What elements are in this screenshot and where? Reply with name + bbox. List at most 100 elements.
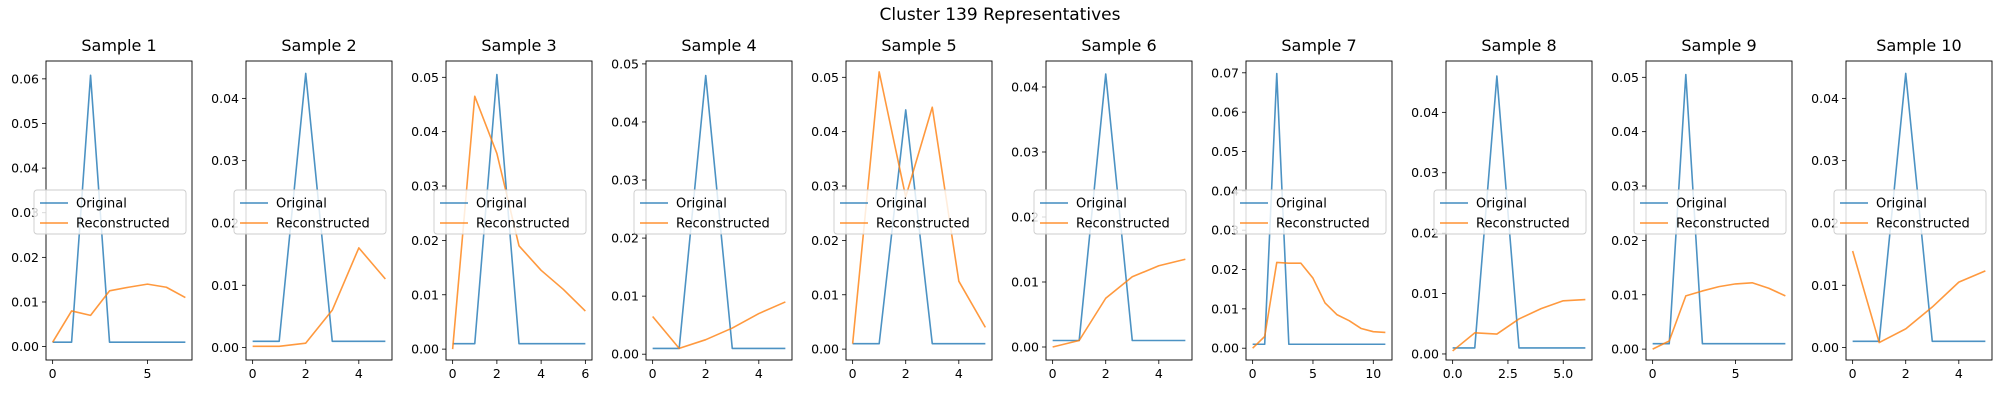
x-tick-label: 2 <box>1102 366 1110 381</box>
subplot-2: Sample 2 0.00 0.01 0.02 0.03 0.04 0 2 4 Original R… <box>211 36 393 381</box>
series-line-original <box>1652 73 1786 345</box>
y-tick-label: 0.01 <box>1411 286 1439 301</box>
legend-label: Reconstructed <box>1876 217 1970 232</box>
x-tick-label: 0 <box>1849 366 1857 381</box>
y-tick-label: 0.01 <box>1811 278 1839 293</box>
subplot-title: Sample 6 <box>1081 36 1156 55</box>
legend-box <box>33 189 187 235</box>
y-tick-label: 0.04 <box>411 124 439 139</box>
y-tick-label: 0.00 <box>11 339 39 354</box>
y-tick-label: 0.03 <box>1011 145 1039 160</box>
subplot-6: Sample 6 0.00 0.01 0.02 0.03 0.04 0 2 4 Original R… <box>1011 36 1193 381</box>
y-tick-label: 0.01 <box>211 278 239 293</box>
x-tick-label: 10 <box>1365 366 1381 381</box>
y-tick-label: 0.04 <box>1411 105 1439 120</box>
y-tick-label: 0.04 <box>811 124 839 139</box>
legend: Original Reconstructed <box>833 189 987 235</box>
y-tick-label: 0.04 <box>11 161 39 176</box>
legend-label: Original <box>1876 197 1927 212</box>
y-tick-label: 0.06 <box>11 71 39 86</box>
x-tick-label: 2 <box>302 366 310 381</box>
subplot-title: Sample 9 <box>1681 36 1756 55</box>
legend: Original Reconstructed <box>33 189 187 235</box>
x-tick-label: 0 <box>1249 366 1257 381</box>
y-tick-label: 0.05 <box>1211 144 1239 159</box>
series-line-reconstructed <box>652 301 786 350</box>
subplot-title: Sample 5 <box>881 36 956 55</box>
y-tick-label: 0.02 <box>1011 210 1039 225</box>
y-tick-label: 0.02 <box>1811 215 1839 230</box>
x-tick-label: 4 <box>1155 366 1163 381</box>
y-tick-label: 0.02 <box>1611 233 1639 248</box>
legend-box <box>1833 189 1987 235</box>
y-tick-label: 0.01 <box>1211 301 1239 316</box>
subplot-title: Sample 10 <box>1876 36 1961 55</box>
x-tick-label: 0 <box>649 366 657 381</box>
subplot-10: Sample 10 0.00 0.01 0.02 0.03 0.04 0 2 4 Original… <box>1811 36 1993 381</box>
y-tick-label: 0.00 <box>1811 340 1839 355</box>
x-tick-label: 0 <box>849 366 857 381</box>
y-tick-label: 0.04 <box>1611 124 1639 139</box>
y-tick-label: 0.05 <box>811 70 839 85</box>
subplot-4: Sample 4 0.00 0.01 0.02 0.03 0.04 0.05 0 2 4 Origi… <box>611 36 793 381</box>
y-tick-label: 0.02 <box>411 233 439 248</box>
legend: Original Reconstructed <box>1633 189 1787 235</box>
x-tick-label: 5 <box>1732 366 1740 381</box>
x-tick-label: 2 <box>1902 366 1910 381</box>
y-tick-label: 0.00 <box>411 342 439 357</box>
y-tick-label: 0.02 <box>1411 226 1439 241</box>
figure-title: Cluster 139 Representatives <box>880 5 1121 25</box>
y-tick-label: 0.03 <box>211 153 239 168</box>
x-tick-label: 0.0 <box>1443 366 1463 381</box>
y-tick-label: 0.01 <box>1011 275 1039 290</box>
legend-label: Reconstructed <box>476 217 570 232</box>
subplot-title: Sample 3 <box>481 36 556 55</box>
legend: Original Reconstructed <box>433 189 587 235</box>
y-tick-label: 0.07 <box>1211 65 1239 80</box>
y-tick-label: 0.00 <box>1011 340 1039 355</box>
series-line-reconstructed <box>1652 281 1786 350</box>
legend-label: Reconstructed <box>1676 217 1770 232</box>
legend-label: Original <box>476 197 527 212</box>
x-tick-label: 2 <box>902 366 910 381</box>
legend-label: Reconstructed <box>1476 217 1570 232</box>
series-line-reconstructed <box>252 247 386 348</box>
subplot-8: Sample 8 0.00 0.01 0.02 0.03 0.04 0.0 2.5 5.0 Ori… <box>1411 36 1593 381</box>
y-tick-label: 0.03 <box>1211 223 1239 238</box>
y-tick-label: 0.00 <box>1211 341 1239 356</box>
y-tick-label: 0.03 <box>1611 179 1639 194</box>
x-tick-label: 2 <box>702 366 710 381</box>
legend-label: Original <box>1076 197 1127 212</box>
legend-label: Original <box>76 197 127 212</box>
subplot-title: Sample 1 <box>81 36 156 55</box>
subplot-title: Sample 7 <box>1281 36 1356 55</box>
series-line-original <box>452 73 586 345</box>
series-line-reconstructed <box>851 71 987 344</box>
x-tick-label: 2.5 <box>1498 366 1518 381</box>
x-tick-label: 4 <box>355 366 363 381</box>
x-tick-label: 0 <box>1049 366 1057 381</box>
y-tick-label: 0.05 <box>1611 70 1639 85</box>
x-tick-label: 2 <box>493 366 501 381</box>
y-tick-label: 0.04 <box>611 114 639 129</box>
y-tick-label: 0.03 <box>611 173 639 188</box>
y-tick-label: 0.00 <box>1611 342 1639 357</box>
legend-label: Reconstructed <box>76 217 170 232</box>
subplot-title: Sample 4 <box>681 36 756 55</box>
y-tick-label: 0.02 <box>811 233 839 248</box>
y-tick-label: 0.04 <box>211 91 239 106</box>
x-tick-label: 4 <box>1955 366 1963 381</box>
y-tick-label: 0.03 <box>1411 165 1439 180</box>
series-line-reconstructed <box>51 283 186 343</box>
panels: Sample 10.000.010.020.030.040.050.060 5Or… <box>11 36 1993 381</box>
y-tick-label: 0.03 <box>11 205 39 220</box>
x-tick-label: 4 <box>755 366 763 381</box>
x-tick-label: 0 <box>49 366 57 381</box>
legend-label: Reconstructed <box>1076 217 1170 232</box>
legend-label: Reconstructed <box>676 217 770 232</box>
y-tick-label: 0.01 <box>11 294 39 309</box>
legend-label: Original <box>1276 197 1327 212</box>
y-tick-label: 0.04 <box>1811 91 1839 106</box>
series-line-reconstructed <box>1851 250 1986 344</box>
